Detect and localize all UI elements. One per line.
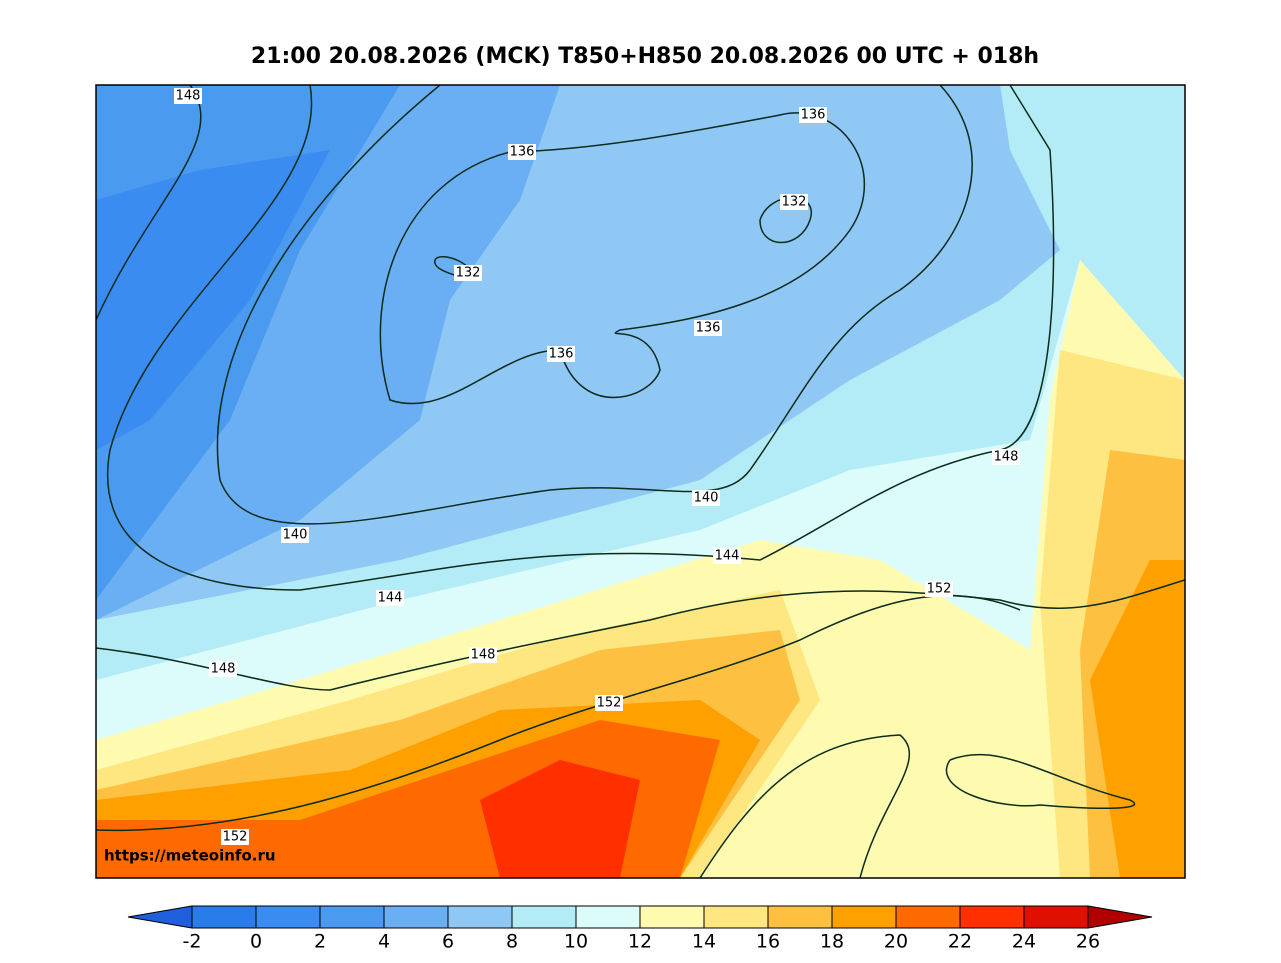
contour-label-bg — [992, 449, 1020, 465]
colorbar-segment — [511, 905, 577, 929]
colorbar-segment — [703, 905, 769, 929]
colorbar-tick-label: 16 — [756, 931, 780, 953]
contour-label: 136 — [801, 108, 826, 123]
colorbar-segment — [447, 905, 513, 929]
colorbar-tick-label: 4 — [378, 931, 390, 953]
contour-label-bg — [713, 548, 741, 564]
colorbar-tick-label: 22 — [948, 931, 972, 953]
colorbar-segment — [831, 905, 897, 929]
colorbar-tick-label: 26 — [1076, 931, 1100, 953]
contour-label: 136 — [510, 145, 535, 160]
colorbar-tick-label: -2 — [183, 931, 202, 953]
colorbar-segment — [959, 905, 1025, 929]
contour-label: 144 — [378, 591, 403, 606]
contour-label: 148 — [176, 89, 201, 104]
contour-label: 140 — [694, 491, 719, 506]
map-field — [96, 85, 1185, 878]
colorbar-segment — [575, 905, 641, 929]
contour-label-bg — [508, 144, 536, 160]
contour-label: 148 — [994, 450, 1019, 465]
contour-label-bg — [174, 88, 202, 104]
colorbar-tick-label: 14 — [692, 931, 716, 953]
colorbar-below — [127, 905, 193, 929]
colorbar-above — [1087, 905, 1153, 929]
contour-label: 152 — [223, 830, 248, 845]
colorbar-segment — [255, 905, 321, 929]
colorbar-segment — [639, 905, 705, 929]
contour-label-bg — [281, 527, 309, 543]
colorbar-tick-label: 10 — [564, 931, 588, 953]
colorbar-segment — [383, 905, 449, 929]
contour-label: 152 — [927, 582, 952, 597]
watermark: https://meteoinfo.ru — [104, 847, 276, 865]
contour-label: 136 — [549, 347, 574, 362]
contour-label-bg — [799, 107, 827, 123]
colorbar-tick-label: 24 — [1012, 931, 1036, 953]
colorbar-segment — [767, 905, 833, 929]
contour-label: 140 — [283, 528, 308, 543]
colorbar-segment — [191, 905, 257, 929]
contour-label-bg — [454, 265, 482, 281]
contour-label-bg — [469, 647, 497, 663]
colorbar-segment — [1023, 905, 1089, 929]
colorbar-tick-label: 6 — [442, 931, 454, 953]
contour-label: 152 — [597, 696, 622, 711]
contour-label: 148 — [471, 648, 496, 663]
contour-label: 144 — [715, 549, 740, 564]
contour-label-bg — [209, 661, 237, 677]
contour-label: 136 — [696, 321, 721, 336]
contour-label: 132 — [782, 195, 807, 210]
contour-label: 148 — [211, 662, 236, 677]
title: 21:00 20.08.2026 (MCK) T850+H850 20.08.2… — [251, 44, 1039, 69]
contour-label-bg — [547, 346, 575, 362]
colorbar-tick-label: 18 — [820, 931, 844, 953]
contour-label-bg — [376, 590, 404, 606]
contour-label-bg — [925, 581, 953, 597]
colorbar-tick-label: 2 — [314, 931, 326, 953]
map-frame — [95, 84, 1186, 879]
contour-label-bg — [595, 695, 623, 711]
colorbar-tick-label: 12 — [628, 931, 652, 953]
colorbar-tick-label: 20 — [884, 931, 908, 953]
colorbar-segment — [895, 905, 961, 929]
contour-label: 132 — [456, 266, 481, 281]
contour-label-bg — [694, 320, 722, 336]
colorbar: -2 0 2 4 6 8 10 12 14 16 18 20 22 24 26 — [127, 905, 1153, 953]
contour-label-bg — [692, 490, 720, 506]
contour-label-bg — [780, 194, 808, 210]
colorbar-tick-label: 0 — [250, 931, 262, 953]
contour-labels: 148 136 136 132 132 136 136 140 148 140 144 144 152 1… — [174, 88, 1020, 845]
colorbar-tick-label: 8 — [506, 931, 518, 953]
colorbar-segment — [319, 905, 385, 929]
contour-label-bg — [221, 829, 249, 845]
